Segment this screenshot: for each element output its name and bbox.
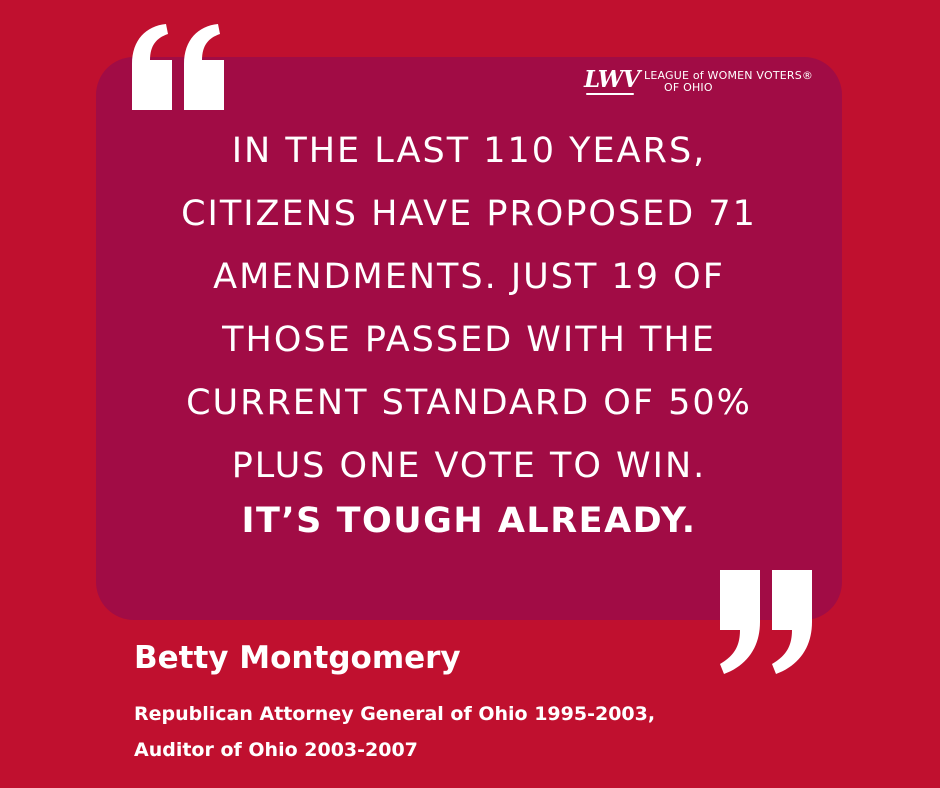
quote-line: CURRENT STANDARD OF 50%: [186, 383, 752, 423]
open-quote-icon: [132, 24, 224, 110]
speaker-title: Republican Attorney General of Ohio 1995…: [134, 696, 655, 768]
logo-mark: LWV: [584, 66, 640, 93]
logo-text: LEAGUE of WOMEN VOTERS® OF OHIO: [644, 70, 813, 94]
logo-text-line2: OF OHIO: [664, 81, 713, 94]
speaker-title-line2: Auditor of Ohio 2003-2007: [134, 739, 418, 761]
logo-text-line1: LEAGUE of WOMEN VOTERS®: [644, 69, 814, 82]
speaker-name: Betty Montgomery: [134, 640, 461, 676]
quote-line: IN THE LAST 110 YEARS,: [231, 131, 707, 171]
lwv-logo: LWV LEAGUE of WOMEN VOTERS® OF OHIO: [584, 66, 834, 102]
quote-line: PLUS ONE VOTE TO WIN.: [231, 446, 707, 486]
close-quote-icon: [720, 570, 812, 674]
quote-panel: [96, 57, 842, 620]
quote-line: CITIZENS HAVE PROPOSED 71: [181, 194, 757, 234]
quote-text: IN THE LAST 110 YEARS, CITIZENS HAVE PRO…: [96, 120, 842, 553]
quote-line: THOSE PASSED WITH THE: [222, 320, 716, 360]
quote-line: AMENDMENTS. JUST 19 OF: [213, 257, 725, 297]
quote-emphasis: IT’S TOUGH ALREADY.: [241, 501, 697, 541]
logo-underline: [586, 93, 634, 95]
speaker-title-line1: Republican Attorney General of Ohio 1995…: [134, 703, 656, 725]
